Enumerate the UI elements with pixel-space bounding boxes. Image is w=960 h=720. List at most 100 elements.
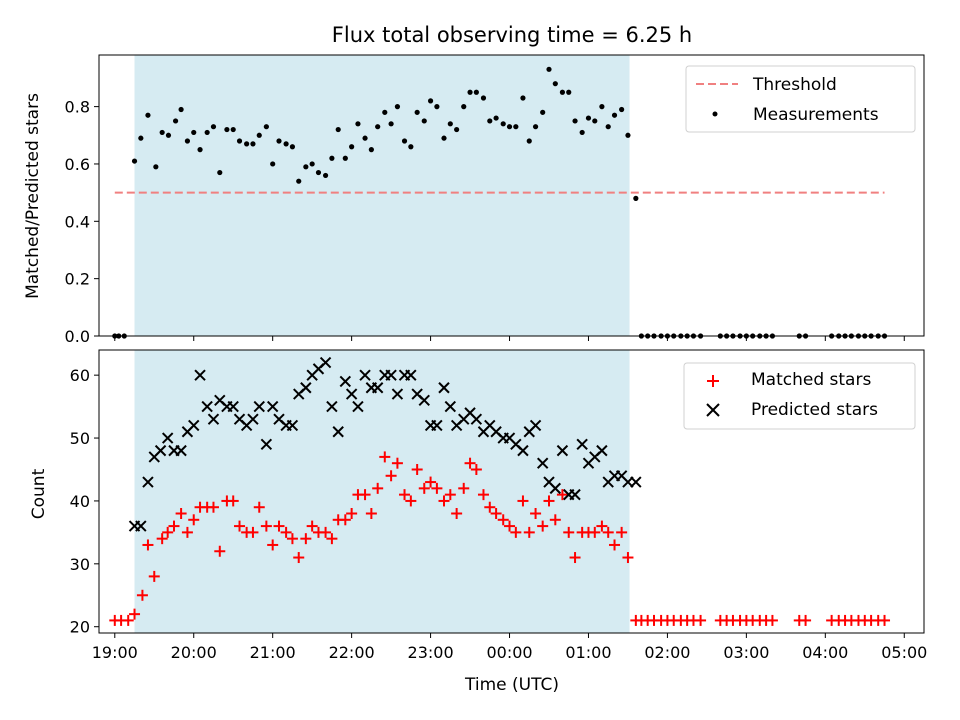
count-xtick-label: 19:00 — [92, 643, 138, 662]
predicted-stars-points — [128, 356, 642, 532]
matched-star-point — [359, 489, 371, 501]
matched-star-point — [484, 501, 496, 513]
matched-star-point — [181, 526, 193, 538]
matched-star-point — [129, 608, 141, 620]
matched-star-point — [326, 533, 338, 545]
measurement-point — [633, 195, 639, 201]
ratio-axes-frame — [98, 54, 925, 337]
count-legend: Matched stars Predicted stars — [683, 362, 916, 430]
matched-star-point — [879, 614, 891, 626]
matched-stars-points — [109, 451, 891, 626]
matched-star-point — [490, 508, 502, 520]
measurement-point — [296, 178, 302, 184]
matched-star-point — [517, 495, 529, 507]
matched-star-point — [766, 614, 778, 626]
matched-star-point — [510, 526, 522, 538]
measurement-point — [270, 161, 276, 167]
measurement-point — [414, 109, 420, 115]
ratio-ytick-label: 0.4 — [65, 212, 90, 231]
matched-star-point — [556, 489, 568, 501]
predicted-star-point — [549, 482, 562, 495]
measurement-point — [335, 126, 341, 133]
count-legend-box — [683, 362, 916, 430]
matched-star-point — [300, 533, 312, 545]
matched-star-point — [470, 463, 482, 475]
predicted-star-point — [444, 400, 457, 413]
predicted-star-point — [154, 444, 167, 457]
predicted-star-point — [438, 382, 450, 394]
measurement-point — [394, 104, 401, 110]
measurement-point — [303, 164, 309, 170]
measurement-point — [619, 106, 625, 113]
matched-star-point — [214, 545, 226, 557]
predicted-star-point — [175, 444, 187, 457]
matched-star-point — [464, 457, 476, 469]
measurement-point — [197, 147, 203, 153]
count-xtick-label: 02:00 — [644, 643, 690, 662]
matched-star-point — [695, 614, 707, 626]
matched-star-point — [549, 514, 561, 526]
matched-star-point — [504, 520, 516, 532]
measurement-point — [382, 109, 388, 115]
count-axes-frame — [98, 349, 925, 634]
measurement-point — [408, 144, 414, 150]
measurement-point — [599, 104, 605, 110]
legend-predicted-marker — [706, 403, 720, 417]
measurement-point — [625, 132, 631, 138]
matched-star-point — [385, 470, 397, 482]
matched-star-point — [286, 533, 298, 545]
measurement-point — [236, 138, 243, 144]
matched-star-point — [207, 501, 219, 513]
measurement-point — [283, 141, 289, 147]
predicted-star-point — [339, 375, 352, 388]
matched-star-point — [168, 520, 180, 532]
predicted-star-point — [266, 400, 279, 413]
count-xtick-label: 22:00 — [329, 643, 375, 662]
measurement-point — [480, 95, 487, 101]
predicted-star-point — [405, 369, 417, 381]
legend-predicted-label: Predicted stars — [751, 400, 878, 420]
measurement-point — [572, 118, 578, 124]
matched-star-point — [451, 508, 463, 520]
predicted-star-point — [247, 413, 259, 425]
ratio-y-label: Matched/Predicted stars — [23, 93, 43, 299]
count-xtick-label: 01:00 — [565, 643, 611, 662]
matched-star-point — [458, 482, 470, 494]
matched-star-point — [411, 463, 423, 475]
matched-star-point — [569, 552, 581, 564]
count-xtick-label: 20:00 — [171, 643, 217, 662]
measurement-point — [145, 112, 151, 118]
measurement-point — [585, 115, 592, 121]
matched-star-point — [260, 520, 272, 532]
count-panel: 20 30 40 50 60 19:00 20:00 21:00 22:00 23:00 00:0… — [29, 349, 927, 695]
count-ytick-label: 40 — [70, 492, 90, 511]
legend-measurements-marker — [712, 111, 718, 117]
matched-star-point — [175, 508, 187, 520]
count-xtick-label: 21:00 — [250, 643, 296, 662]
predicted-star-point — [359, 369, 371, 381]
matched-star-point — [320, 526, 332, 538]
measurement-point — [566, 89, 572, 95]
predicted-star-point — [142, 476, 154, 488]
predicted-star-point — [536, 457, 549, 469]
count-y-label: Count — [29, 468, 49, 519]
predicted-star-point — [326, 400, 338, 413]
matched-star-point — [280, 526, 292, 538]
measurement-point — [579, 129, 585, 136]
measurement-point — [506, 124, 513, 130]
measurement-point — [362, 135, 368, 141]
matched-star-point — [800, 614, 812, 626]
matched-star-point — [234, 520, 246, 532]
measurement-point — [421, 118, 427, 124]
legend-matched-label: Matched stars — [751, 370, 871, 390]
matched-star-point — [602, 526, 614, 538]
matched-star-point — [136, 589, 148, 601]
predicted-star-point — [371, 382, 384, 394]
matched-star-point — [425, 476, 437, 488]
measurement-point — [191, 129, 197, 136]
measurement-point — [559, 89, 566, 95]
measurement-point — [493, 115, 499, 121]
count-x-axis: 19:00 20:00 21:00 22:00 23:00 00:00 01:00 02:00… — [92, 633, 927, 662]
matched-star-point — [523, 526, 535, 538]
measurement-point — [427, 98, 434, 104]
